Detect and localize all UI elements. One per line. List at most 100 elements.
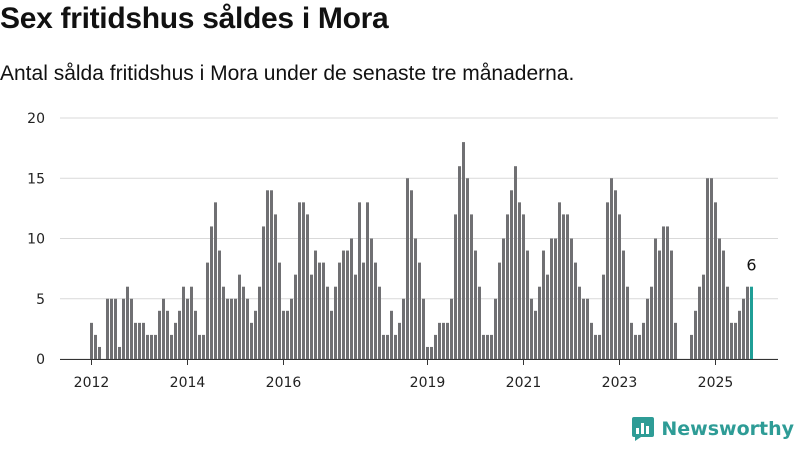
bar (646, 298, 649, 359)
bar (214, 202, 217, 359)
bar (206, 262, 209, 359)
bar (458, 166, 461, 359)
x-tick-label: 2021 (506, 375, 542, 391)
bar (386, 334, 389, 359)
bar (526, 250, 529, 359)
bar (118, 346, 121, 359)
bar (186, 298, 189, 359)
bar (734, 322, 737, 359)
bar (190, 286, 193, 359)
bar (658, 250, 661, 359)
bar (610, 178, 613, 359)
chart-subtitle: Antal sålda fritidshus i Mora under de s… (0, 62, 575, 85)
bar (506, 214, 509, 359)
bar (138, 322, 141, 359)
bar (146, 334, 149, 359)
bar (722, 250, 725, 359)
bar (358, 202, 361, 359)
bar (286, 310, 289, 359)
bar (298, 202, 301, 359)
bar (338, 262, 341, 359)
bar (194, 310, 197, 359)
bar (414, 238, 417, 359)
bar (638, 334, 641, 359)
bar (522, 214, 525, 359)
bar (602, 274, 605, 359)
bar (618, 214, 621, 359)
bar (342, 250, 345, 359)
bar (630, 322, 633, 359)
bar (330, 310, 333, 359)
bar (226, 298, 229, 359)
bar (166, 310, 169, 359)
bar (442, 322, 445, 359)
bar (254, 310, 257, 359)
bar (246, 298, 249, 359)
chart-title: Sex fritidshus såldes i Mora (0, 2, 389, 35)
bar (426, 346, 429, 359)
brand-logo: Newsworthy (631, 414, 794, 444)
bar (642, 322, 645, 359)
bar (598, 334, 601, 359)
bar (390, 310, 393, 359)
y-tick-label: 20 (27, 111, 45, 127)
bar (326, 286, 329, 359)
bar (266, 190, 269, 359)
bar (242, 286, 245, 359)
bar (302, 202, 305, 359)
bar (350, 238, 353, 359)
bar (498, 262, 501, 359)
bar (698, 286, 701, 359)
bar (490, 334, 493, 359)
bar (714, 202, 717, 359)
bar (406, 178, 409, 359)
bar (502, 238, 505, 359)
bar (662, 226, 665, 359)
bar (590, 322, 593, 359)
bar (334, 286, 337, 359)
bar (690, 334, 693, 359)
bar (354, 274, 357, 359)
bar (294, 274, 297, 359)
bar-highlight (750, 286, 753, 359)
bar (746, 286, 749, 359)
bar (542, 250, 545, 359)
bar (434, 334, 437, 359)
bar (262, 226, 265, 359)
bar (130, 298, 133, 359)
bar (306, 214, 309, 359)
x-tick-label: 2014 (170, 375, 206, 391)
bar (574, 262, 577, 359)
bar (582, 298, 585, 359)
bar (494, 298, 497, 359)
bar (418, 262, 421, 359)
bar (362, 262, 365, 359)
brand-name: Newsworthy (661, 418, 794, 440)
bar (378, 286, 381, 359)
bar (738, 310, 741, 359)
bar (670, 250, 673, 359)
bar (438, 322, 441, 359)
bar (730, 322, 733, 359)
bar (234, 298, 237, 359)
bar (510, 190, 513, 359)
x-tick-label: 2025 (698, 375, 734, 391)
bar (482, 334, 485, 359)
bar (742, 298, 745, 359)
bar (586, 298, 589, 359)
y-tick-label: 0 (36, 352, 45, 368)
bar (230, 298, 233, 359)
bar (462, 142, 465, 359)
x-tick-label: 2023 (602, 375, 638, 391)
bar (450, 298, 453, 359)
bar (622, 250, 625, 359)
bar (382, 334, 385, 359)
bar (666, 226, 669, 359)
bar (222, 286, 225, 359)
bar (198, 334, 201, 359)
bar (290, 298, 293, 359)
bar (626, 286, 629, 359)
bar (366, 202, 369, 359)
bar (154, 334, 157, 359)
bar (370, 238, 373, 359)
